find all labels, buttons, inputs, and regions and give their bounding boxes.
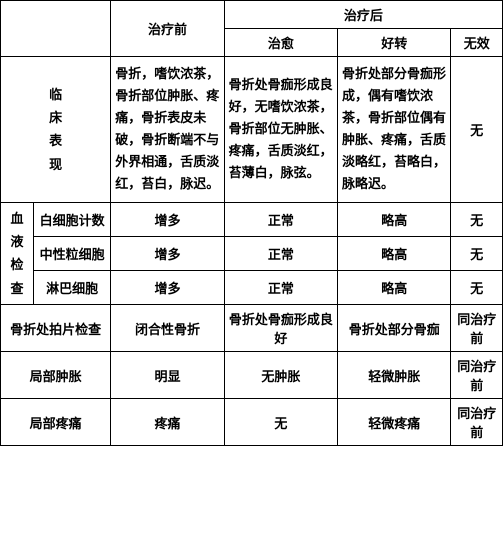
- blood-row-2-improved: 略高: [338, 270, 451, 304]
- pain-improved: 轻微疼痛: [338, 399, 451, 446]
- swelling-before: 明显: [111, 352, 224, 399]
- header-cured: 治愈: [224, 29, 337, 57]
- pain-name: 局部疼痛: [1, 399, 111, 446]
- blood-row-0-improved: 略高: [338, 202, 451, 236]
- blood-row-2-cured: 正常: [224, 270, 337, 304]
- blood-row-1-none: 无: [451, 236, 503, 270]
- blood-group-label: 血 液 检 查: [1, 202, 34, 305]
- blood-row-1-before: 增多: [111, 236, 224, 270]
- xray-before: 闭合性骨折: [111, 305, 224, 352]
- header-improved: 好转: [338, 29, 451, 57]
- blood-row-0-cured: 正常: [224, 202, 337, 236]
- pain-before: 疼痛: [111, 399, 224, 446]
- blood-row-1-improved: 略高: [338, 236, 451, 270]
- blood-row-1-cured: 正常: [224, 236, 337, 270]
- pain-none: 同治疗前: [451, 399, 503, 446]
- blood-row-0-before: 增多: [111, 202, 224, 236]
- clinical-label: 临 床 表 现: [1, 57, 111, 203]
- blood-row-0-name: 白细胞计数: [33, 202, 110, 236]
- clinical-none: 无: [451, 57, 503, 203]
- blood-row-1-name: 中性粒细胞: [33, 236, 110, 270]
- xray-none: 同治疗前: [451, 305, 503, 352]
- header-after: 治疗后: [224, 1, 502, 29]
- header-none: 无效: [451, 29, 503, 57]
- header-before: 治疗前: [111, 1, 224, 57]
- blood-row-2-name: 淋巴细胞: [33, 270, 110, 304]
- clinical-improved: 骨折处部分骨痂形成，偶有嗜饮浓茶，骨折部位偶有肿胀、疼痛，舌质淡略红，苔略白，脉…: [338, 57, 451, 203]
- swelling-none: 同治疗前: [451, 352, 503, 399]
- swelling-improved: 轻微肿胀: [338, 352, 451, 399]
- xray-name: 骨折处拍片检查: [1, 305, 111, 352]
- swelling-cured: 无肿胀: [224, 352, 337, 399]
- blood-row-2-none: 无: [451, 270, 503, 304]
- xray-improved: 骨折处部分骨痂: [338, 305, 451, 352]
- blood-row-2-before: 增多: [111, 270, 224, 304]
- swelling-name: 局部肿胀: [1, 352, 111, 399]
- clinical-before: 骨折，嗜饮浓茶，骨折部位肿胀、疼痛，骨折表皮未破，骨折断端不与外界相通，舌质淡红…: [111, 57, 224, 203]
- xray-cured: 骨折处骨痂形成良好: [224, 305, 337, 352]
- clinical-table: 治疗前 治疗后 治愈 好转 无效 临 床 表 现 骨折，嗜饮浓茶，骨折部位肿胀、…: [0, 0, 503, 446]
- blood-row-0-none: 无: [451, 202, 503, 236]
- blank-top-left: [1, 1, 111, 57]
- pain-cured: 无: [224, 399, 337, 446]
- clinical-cured: 骨折处骨痂形成良好，无嗜饮浓茶，骨折部位无肿胀、疼痛，舌质淡红，苔薄白，脉弦。: [224, 57, 337, 203]
